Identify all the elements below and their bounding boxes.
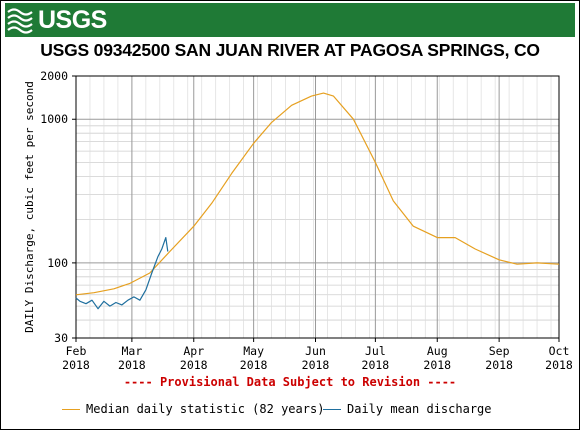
x-tick-year: 2018 bbox=[62, 358, 90, 372]
x-tick-year: 2018 bbox=[180, 358, 208, 372]
legend-item-daily-mean: Daily mean discharge bbox=[323, 402, 492, 416]
usgs-logo-text: USGS bbox=[38, 6, 107, 34]
y-tick-label: 100 bbox=[47, 256, 68, 270]
x-tick-year: 2018 bbox=[485, 358, 513, 372]
usgs-logo-icon bbox=[7, 8, 33, 34]
legend-label-daily-mean: Daily mean discharge bbox=[347, 402, 492, 416]
x-tick-month: Jun bbox=[305, 344, 326, 358]
legend-swatch-daily-mean bbox=[323, 409, 341, 410]
x-tick-year: 2018 bbox=[362, 358, 390, 372]
series-line-median bbox=[75, 92, 560, 296]
y-tick-label: 1000 bbox=[40, 112, 68, 126]
x-tick-month: May bbox=[243, 344, 264, 358]
plot-area-border bbox=[75, 75, 560, 339]
legend-label-median: Median daily statistic (82 years) bbox=[86, 402, 325, 416]
provisional-annotation: ---- Provisional Data Subject to Revisio… bbox=[123, 375, 457, 389]
y-axis-ticks: 2000 1000 100 30 bbox=[40, 69, 76, 345]
x-tick-year: 2018 bbox=[302, 358, 330, 372]
x-tick-month: Jul bbox=[365, 344, 386, 358]
x-tick-month: Feb bbox=[66, 344, 87, 358]
x-tick-month: Sep bbox=[489, 344, 510, 358]
x-tick-year: 2018 bbox=[118, 358, 146, 372]
x-axis-ticks: Feb2018Mar2018Apr2018May2018Jun2018Jul20… bbox=[62, 338, 573, 372]
x-tick-month: Apr bbox=[183, 344, 204, 358]
legend-item-median: Median daily statistic (82 years) bbox=[62, 402, 324, 416]
series-layer bbox=[75, 92, 560, 310]
y-tick-label: 30 bbox=[54, 331, 68, 345]
x-tick-year: 2018 bbox=[240, 358, 268, 372]
major-grid bbox=[75, 76, 560, 338]
y-tick-label: 2000 bbox=[40, 69, 68, 83]
minor-grid bbox=[75, 75, 559, 339]
series-line-daily-mean bbox=[75, 237, 169, 310]
x-tick-month: Aug bbox=[427, 344, 448, 358]
usgs-banner: USGS bbox=[5, 3, 575, 37]
legend-swatch-median bbox=[62, 409, 80, 410]
x-tick-month: Mar bbox=[121, 344, 142, 358]
x-tick-month: Oct bbox=[549, 344, 570, 358]
x-tick-year: 2018 bbox=[423, 358, 451, 372]
x-tick-year: 2018 bbox=[545, 358, 573, 372]
chart-title: USGS 09342500 SAN JUAN RIVER AT PAGOSA S… bbox=[40, 40, 540, 60]
y-axis-label: DAILY Discharge, cubic feet per second bbox=[23, 81, 36, 333]
